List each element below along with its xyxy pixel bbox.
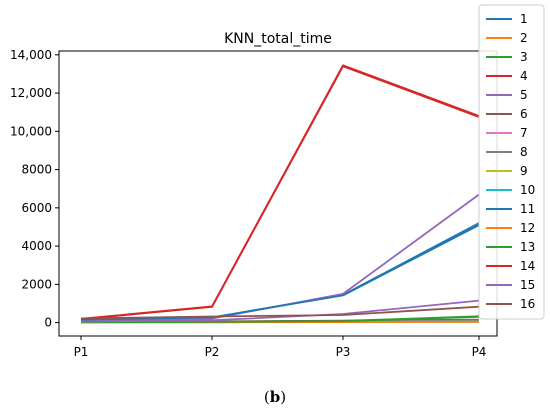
y-tick-label: 8000 [21, 163, 52, 177]
legend-label-4: 4 [520, 69, 528, 83]
series-line-14 [80, 65, 480, 321]
legend-label-3: 3 [520, 50, 528, 64]
legend-label-14: 14 [520, 259, 535, 273]
legend-label-2: 2 [520, 31, 528, 45]
legend-label-13: 13 [520, 240, 535, 254]
x-tick-label: P4 [472, 345, 487, 359]
figure-caption: (b) [0, 388, 550, 406]
caption-open-paren: ( [263, 388, 270, 406]
caption-label: b [269, 388, 281, 406]
legend-label-5: 5 [520, 88, 528, 102]
legend-label-7: 7 [520, 126, 528, 140]
plot-area: 0 2000 4000 6000 8000 10,000 12,000 14,000 P1 P2 P… [10, 48, 498, 359]
legend-label-8: 8 [520, 145, 528, 159]
y-tick-label: 4000 [21, 239, 52, 253]
series-line-11 [80, 224, 480, 321]
x-tick-label: P3 [336, 345, 351, 359]
y-tick-label: 12,000 [10, 86, 52, 100]
y-tick-label: 14,000 [10, 48, 52, 62]
y-tick-label: 6000 [21, 201, 52, 215]
series-line-13 [80, 316, 480, 324]
y-tick-label: 2000 [21, 277, 52, 291]
legend-label-9: 9 [520, 164, 528, 178]
series-line-16 [80, 305, 480, 320]
caption-close-paren: ) [280, 388, 287, 406]
legend-label-6: 6 [520, 107, 528, 121]
series-line-15 [80, 299, 480, 323]
plot-frame [58, 50, 498, 337]
series-line-5 [80, 193, 480, 322]
series-line-4 [80, 64, 480, 320]
legend-label-15: 15 [520, 278, 535, 292]
x-tick-label: P1 [74, 345, 89, 359]
legend-label-10: 10 [520, 183, 535, 197]
legend-label-11: 11 [520, 202, 535, 216]
y-tick-label: 0 [44, 316, 52, 330]
legend-box [478, 4, 545, 320]
legend-label-12: 12 [520, 221, 535, 235]
legend-label-16: 16 [520, 297, 535, 311]
y-tick-label: 10,000 [10, 124, 52, 138]
chart-title: KNN_total_time [224, 31, 332, 47]
x-tick-label: P2 [205, 345, 220, 359]
legend-label-1: 1 [520, 12, 528, 26]
